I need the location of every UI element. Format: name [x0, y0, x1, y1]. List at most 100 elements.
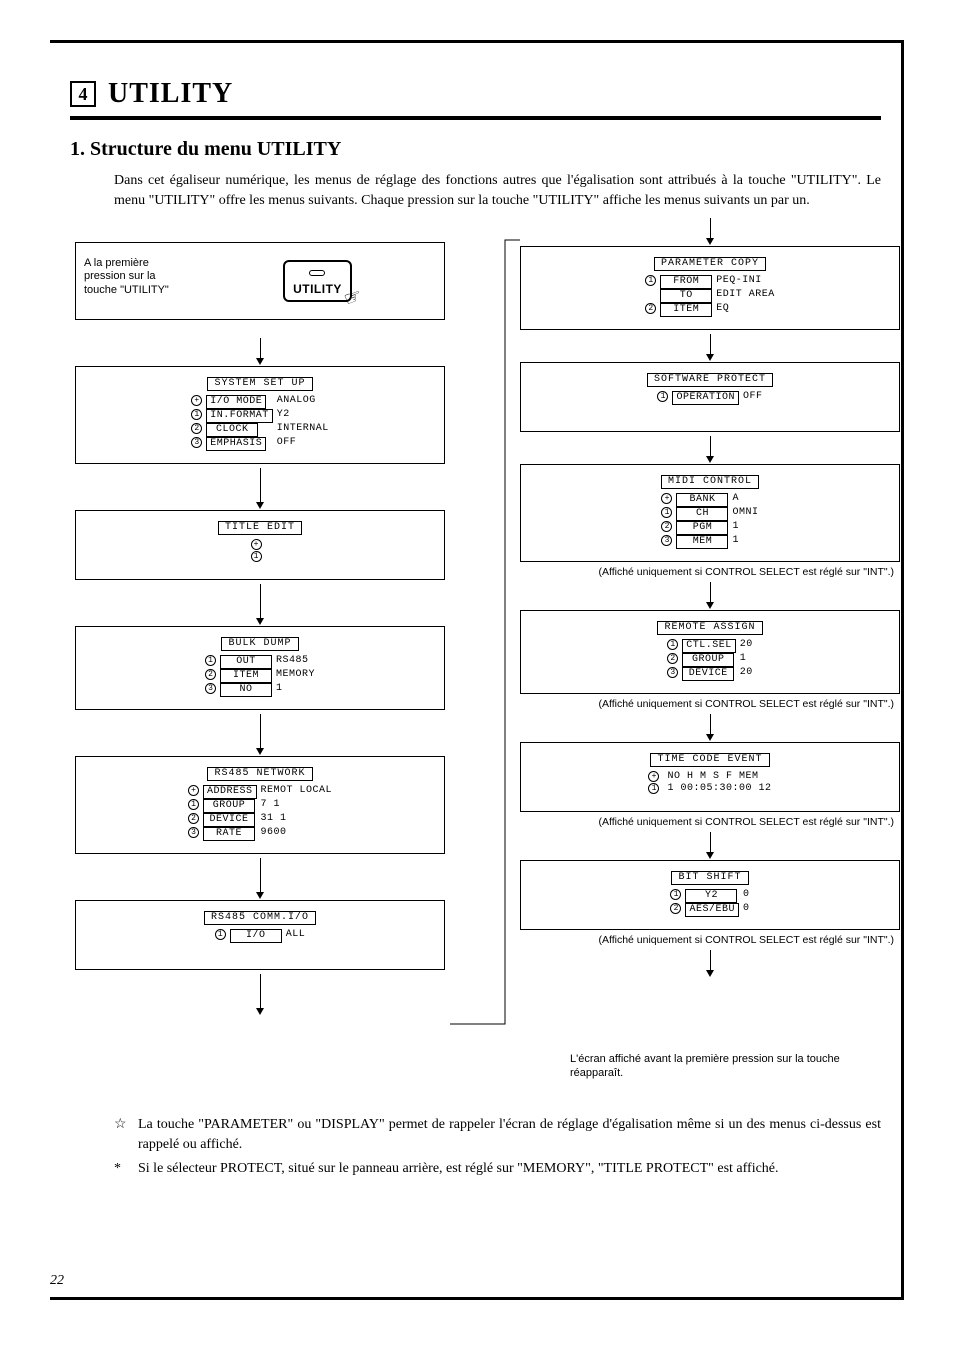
row-index	[643, 289, 658, 303]
screen-box: BULK DUMP1OUTRS4852ITEMMEMORY3NO 1	[75, 626, 445, 710]
param-name-cell: MEM	[674, 535, 730, 549]
menu-flow-diagram: A la première pression sur la touche "UT…	[70, 222, 881, 1097]
screen-row: 1FROMPEQ-INI	[643, 275, 777, 289]
param-value	[268, 539, 272, 551]
param-value: INTERNAL	[275, 423, 331, 437]
param-name: ITEM	[660, 303, 712, 317]
circled-index-icon: +	[191, 395, 202, 406]
screen-row: 2AES/EBU0	[668, 903, 751, 917]
param-name: IN.FORMAT	[206, 409, 273, 423]
screen-rows: 1I/OALL	[213, 929, 308, 943]
param-value: NO H M S F MEM	[665, 771, 773, 783]
param-value: 20	[738, 667, 755, 681]
circled-index-icon: 1	[667, 639, 678, 650]
flow-connector	[450, 234, 520, 1034]
footnotes: ☆La touche "PARAMETER" ou "DISPLAY" perm…	[114, 1115, 881, 1180]
screen-title: RS485 NETWORK	[86, 767, 434, 781]
row-index: +	[659, 493, 674, 507]
circled-index-icon: 1	[251, 551, 262, 562]
param-name-cell: CTL.SEL	[680, 639, 738, 653]
param-value: ALL	[284, 929, 308, 943]
row-index: 1	[646, 783, 661, 795]
screen-box: BIT SHIFT 1Y2 02AES/EBU0	[520, 860, 900, 930]
page-frame: 4 UTILITY 1. Structure du menu UTILITY D…	[50, 40, 904, 1300]
page-number: 22	[50, 1273, 64, 1289]
arrow-icon	[520, 334, 900, 362]
arrow-icon	[520, 832, 900, 860]
screen-row: 1 1 00:05:30:00 12	[646, 783, 773, 795]
arrow-icon	[520, 950, 900, 978]
param-name-cell: EMPHASIS	[204, 437, 275, 451]
param-value: REMOT LOCAL	[259, 785, 335, 799]
circled-index-icon: 3	[188, 827, 199, 838]
param-name: PGM	[676, 521, 728, 535]
param-name: MEM	[676, 535, 728, 549]
footnote-text: La touche "PARAMETER" ou "DISPLAY" perme…	[138, 1115, 881, 1156]
row-index: 2	[203, 669, 218, 683]
circled-index-icon: 1	[205, 655, 216, 666]
circled-index-icon: 3	[191, 437, 202, 448]
row-index: +	[249, 539, 264, 551]
param-name-cell: FROM	[658, 275, 714, 289]
row-index: 2	[668, 903, 683, 917]
screen-row: 2ITEMEQ	[643, 303, 777, 317]
param-name: I/O MODE	[206, 395, 266, 409]
param-name-cell: Y2	[683, 889, 741, 903]
param-value: 1	[730, 521, 760, 535]
row-index: 1	[668, 889, 683, 903]
screen-title: BIT SHIFT	[531, 871, 889, 885]
param-name-cell: OPERATION	[670, 391, 741, 405]
row-index: 1	[655, 391, 670, 405]
param-value: RS485	[274, 655, 317, 669]
param-value: PEQ-INI	[714, 275, 777, 289]
param-name: CH	[676, 507, 728, 521]
utility-key-label: UTILITY	[293, 282, 342, 296]
screen-rows: 1Y2 02AES/EBU0	[668, 889, 751, 917]
param-name-cell: NO	[218, 683, 274, 697]
param-value: 0	[741, 889, 752, 903]
circled-index-icon: 1	[188, 799, 199, 810]
screen-row: TOEDIT AREA	[643, 289, 777, 303]
arrow-icon	[75, 858, 445, 900]
param-name: Y2	[685, 889, 737, 903]
param-value: 1	[738, 653, 755, 667]
param-name-cell: ITEM	[218, 669, 274, 683]
screen-row: 1Y2 0	[668, 889, 751, 903]
screen-title: TITLE EDIT	[86, 521, 434, 535]
screen-title-label: RS485 NETWORK	[207, 767, 312, 781]
row-index: 3	[189, 437, 204, 451]
param-name-cell: BANK	[674, 493, 730, 507]
screen-box: REMOTE ASSIGN1CTL.SEL202GROUP 13DEVICE20	[520, 610, 900, 694]
param-name: DEVICE	[682, 667, 734, 681]
row-index: 1	[203, 655, 218, 669]
screen-box: RS485 COMM.I/O1I/OALL	[75, 900, 445, 970]
screen-box: SOFTWARE PROTECT 1OPERATIONOFF	[520, 362, 900, 432]
screen-title: BULK DUMP	[86, 637, 434, 651]
circled-index-icon: 1	[661, 507, 672, 518]
screen-row: +	[249, 539, 272, 551]
first-press-box: A la première pression sur la touche "UT…	[75, 242, 445, 320]
footnote-text: Si le sélecteur PROTECT, situé sur le pa…	[138, 1159, 779, 1179]
screen-title: REMOTE ASSIGN	[531, 621, 889, 635]
key-led-icon	[309, 270, 325, 276]
circled-index-icon: +	[251, 539, 262, 550]
param-name: ADDRESS	[203, 785, 257, 799]
screen-title: SOFTWARE PROTECT	[531, 373, 889, 387]
row-index: 2	[643, 303, 658, 317]
circled-index-icon: 2	[661, 521, 672, 532]
arrow-icon	[520, 218, 900, 246]
circled-index-icon: 1	[191, 409, 202, 420]
screen-title: MIDI CONTROL	[531, 475, 889, 489]
screen-row: 1OPERATIONOFF	[655, 391, 764, 405]
arrow-icon	[520, 714, 900, 742]
circled-index-icon: 2	[645, 303, 656, 314]
param-name-cell: ITEM	[658, 303, 714, 317]
arrow-icon	[520, 582, 900, 610]
row-index: 3	[186, 827, 201, 841]
row-index: 1	[659, 507, 674, 521]
param-value	[268, 551, 272, 563]
row-index: 1	[665, 639, 680, 653]
screen-row: +I/O MODEANALOG	[189, 395, 331, 409]
screen-row: 1CTL.SEL20	[665, 639, 755, 653]
chapter-number-box: 4	[70, 81, 96, 107]
